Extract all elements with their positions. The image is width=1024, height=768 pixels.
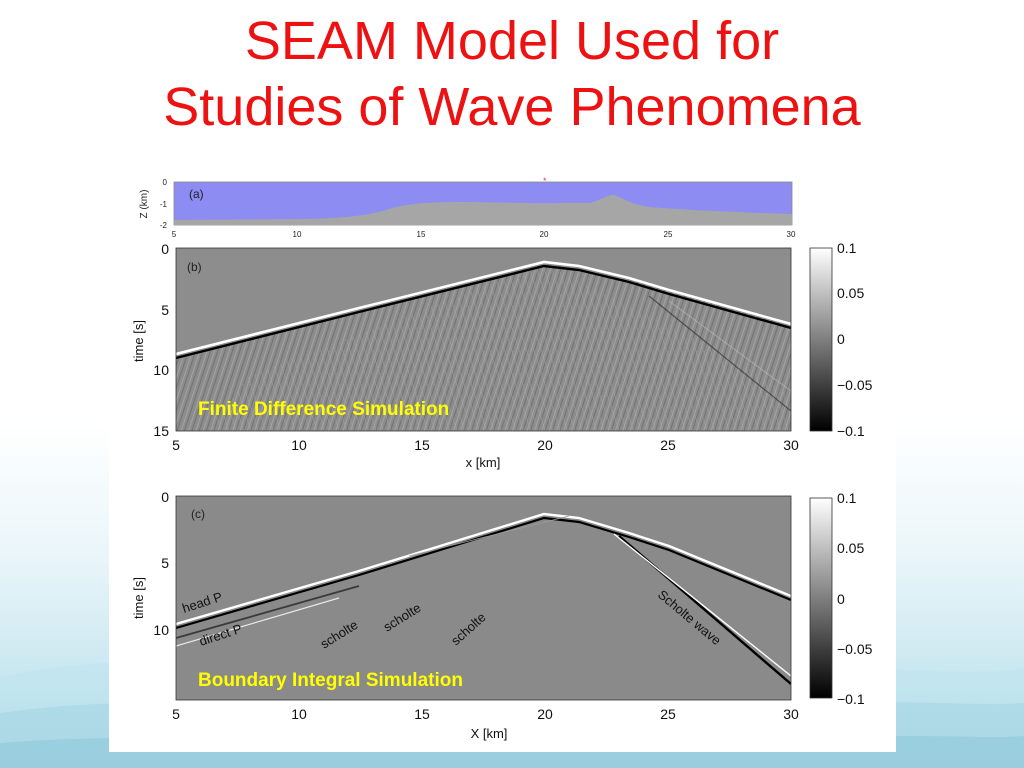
panel-c-frame <box>175 495 792 701</box>
panel-b-secondary-event <box>648 295 791 412</box>
panel-b-ytick-2: 10 <box>153 362 169 378</box>
panel-c-xtick-0: 5 <box>172 706 180 722</box>
panel-b-cbar-tick-2: 0 <box>837 331 845 347</box>
panel-c-ylabel: time [s] <box>131 577 146 619</box>
panel-a-xtick-1: 10 <box>293 230 302 239</box>
panel-b-frame <box>175 247 792 432</box>
panel-c-xtick-3: 20 <box>537 706 553 722</box>
panel-c-scholte-faint <box>408 515 570 557</box>
panel-c-direct-p <box>176 585 360 639</box>
panel-b-xtick-5: 30 <box>783 437 799 453</box>
panel-b-xtick-0: 5 <box>172 437 180 453</box>
panel-b-cbar-tick-1: 0.05 <box>837 285 864 301</box>
panel-a-ytick-2: -2 <box>160 221 168 230</box>
panel-a-ylabel: Z (km) <box>139 190 150 219</box>
panel-b-ylabel: time [s] <box>131 320 146 362</box>
panel-b-ytick-1: 5 <box>161 302 169 318</box>
panel-c-ytick-1: 5 <box>161 555 169 571</box>
panel-c-xtick-5: 30 <box>783 706 799 722</box>
panel-a-xtick-5: 30 <box>787 230 796 239</box>
panel-c-cbar-tick-1: 0.05 <box>837 540 864 556</box>
panel-b-sim-label: Finite Difference Simulation <box>198 399 449 420</box>
panel-a-ytick-0: 0 <box>163 178 168 187</box>
panel-b-xtick-3: 20 <box>537 437 553 453</box>
panel-c-scholte-wave-white <box>613 533 791 677</box>
panel-c-tag: (c) <box>191 507 205 521</box>
panel-a-xtick-2: 15 <box>417 230 426 239</box>
panel-c-direct-p-white <box>176 597 340 647</box>
panel-a-xtick-4: 25 <box>664 230 673 239</box>
panel-a-seabed <box>174 194 792 225</box>
panel-a-tag: (a) <box>189 187 204 201</box>
panel-b-secondary-event-2 <box>668 300 791 392</box>
panel-a-xtick-3: 20 <box>540 230 549 239</box>
slide-title-line2: Studies of Wave Phenomena <box>163 77 861 137</box>
panel-c-ytick-2: 10 <box>153 622 169 638</box>
seam-figure: * (a) 0 -1 -2 Z (km) 5 10 15 20 25 30 <box>109 176 896 752</box>
panel-c-cbar-tick-2: 0 <box>837 591 845 607</box>
panel-b-finite-difference: (b) Finite Difference Simulation 0 5 10 … <box>131 240 873 470</box>
panel-b-tag: (b) <box>187 260 202 274</box>
panel-b-xlabel: x [km] <box>466 455 501 470</box>
panel-a-source-marker: * <box>543 176 547 186</box>
slide-title-line1: SEAM Model Used for <box>244 11 780 71</box>
panel-c-xlabel: X [km] <box>471 726 508 741</box>
panel-c-first-arrival-black <box>176 516 791 630</box>
panel-b-first-arrival-white <box>176 260 791 356</box>
panel-a-model: * (a) 0 -1 -2 Z (km) 5 10 15 20 25 30 <box>139 176 796 239</box>
panel-b-xtick-1: 10 <box>291 437 307 453</box>
panel-b-ytick-3: 15 <box>153 423 169 439</box>
panel-b-cbar-tick-4: −0.1 <box>837 423 865 439</box>
seam-figure-svg: * (a) 0 -1 -2 Z (km) 5 10 15 20 25 30 <box>131 176 873 741</box>
slide-title: SEAM Model Used for Studies of Wave Phen… <box>0 8 1024 140</box>
panel-c-ytick-0: 0 <box>161 489 169 505</box>
panel-c-cbar-tick-4: −0.1 <box>837 691 865 707</box>
panel-c-xtick-2: 15 <box>414 706 430 722</box>
panel-b-cbar-tick-3: −0.05 <box>837 377 873 393</box>
panel-c-cbar-tick-0: 0.1 <box>837 490 857 506</box>
panel-c-colorbar <box>809 497 833 699</box>
panel-c-sim-label: Boundary Integral Simulation <box>198 670 463 691</box>
panel-c-first-arrival-white <box>176 512 791 626</box>
panel-b-xtick-2: 15 <box>414 437 430 453</box>
panel-c-xtick-4: 25 <box>660 706 676 722</box>
panel-b-first-arrival-black <box>176 264 791 360</box>
panel-b-ytick-0: 0 <box>161 241 169 257</box>
panel-a-xtick-0: 5 <box>172 230 177 239</box>
panel-c-cbar-tick-3: −0.05 <box>837 641 873 657</box>
panel-c-xtick-1: 10 <box>291 706 307 722</box>
panel-b-scattered-field-2 <box>209 264 791 431</box>
panel-c-boundary-integral: (c) head P direct P scholte scholte scho… <box>131 489 873 741</box>
panel-b-xtick-4: 25 <box>660 437 676 453</box>
panel-b-colorbar <box>809 247 833 432</box>
panel-a-ytick-1: -1 <box>160 200 168 209</box>
panel-b-cbar-tick-0: 0.1 <box>837 240 857 256</box>
